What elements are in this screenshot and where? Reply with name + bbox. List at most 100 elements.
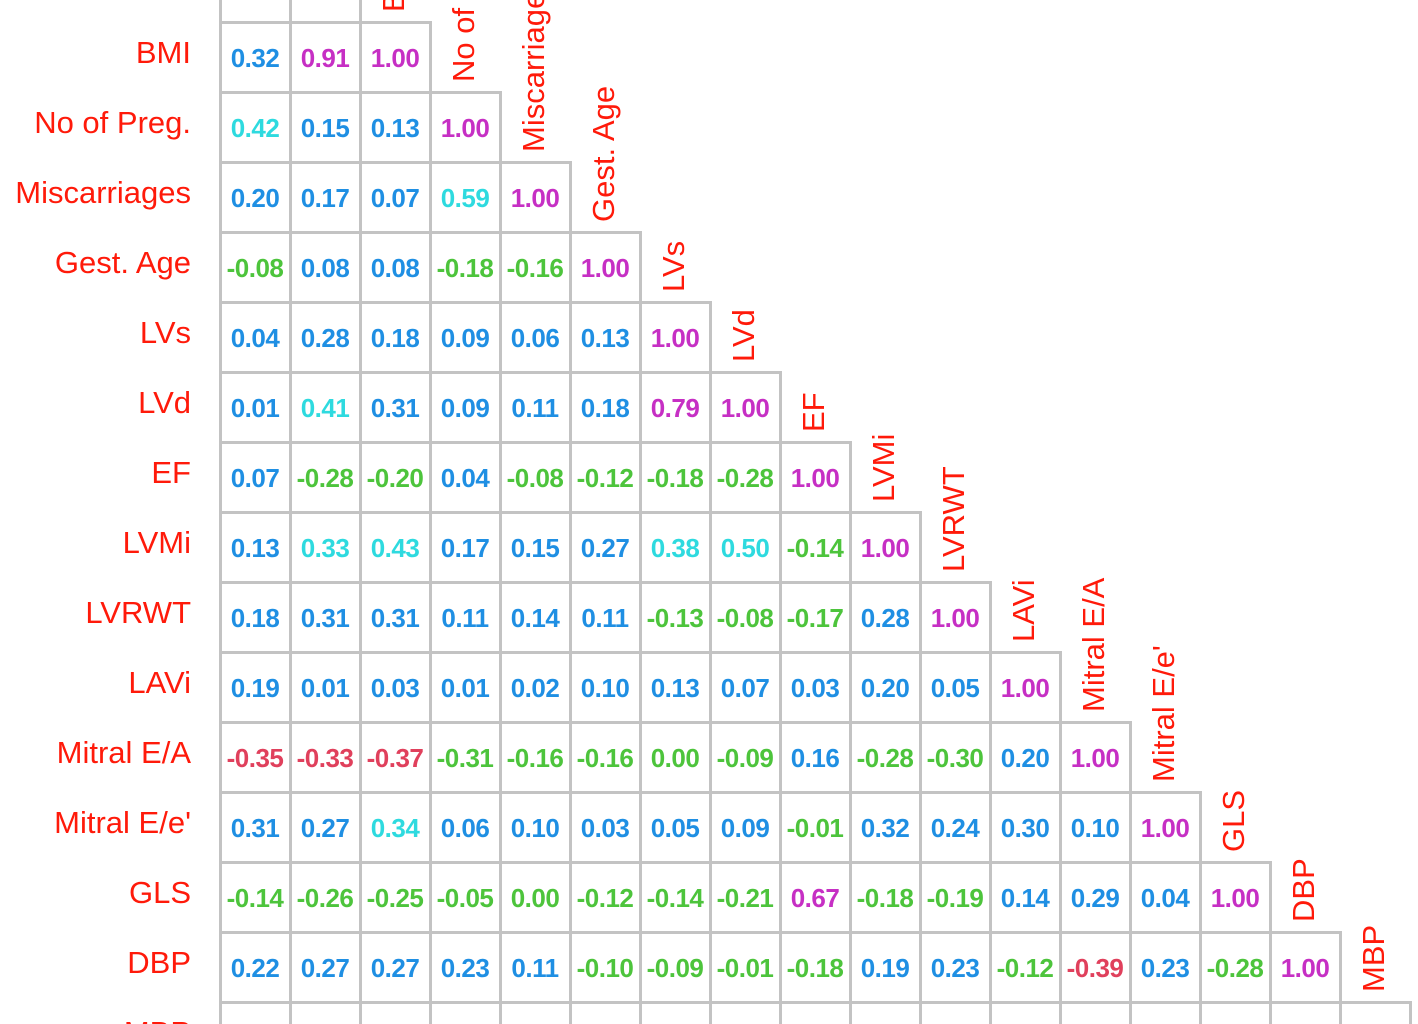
correlation-value: -0.28 — [856, 743, 914, 773]
column-label: GLS — [1216, 789, 1251, 852]
row-label: DBP — [127, 945, 191, 980]
correlation-value: -0.19 — [926, 883, 984, 913]
correlation-value: -0.08 — [716, 603, 774, 633]
correlation-value: 0.42 — [230, 113, 280, 143]
correlation-value: 0.30 — [1000, 813, 1050, 843]
row-label: GLS — [128, 875, 191, 910]
correlation-value: 0.79 — [650, 393, 700, 423]
row-label: No of Preg. — [34, 105, 191, 140]
correlation-value: -0.13 — [646, 603, 704, 633]
correlation-value: 1.00 — [370, 43, 420, 73]
column-label: LVRWT — [936, 466, 971, 572]
correlation-value: 0.15 — [510, 533, 560, 563]
correlation-value: -0.35 — [226, 743, 284, 773]
correlation-value: 0.08 — [370, 253, 420, 283]
correlation-value: 0.04 — [230, 323, 280, 353]
row-label: Mitral E/e' — [54, 805, 191, 840]
correlation-value: -0.17 — [786, 603, 844, 633]
correlation-value: 0.41 — [300, 393, 350, 423]
correlation-value: 0.05 — [650, 813, 700, 843]
row-label: LVd — [138, 385, 191, 420]
correlation-value: -0.20 — [366, 463, 424, 493]
correlation-value: 0.28 — [300, 323, 350, 353]
correlation-value: 0.13 — [230, 533, 280, 563]
column-label: BMI — [376, 0, 412, 12]
correlation-value: 1.00 — [1000, 673, 1050, 703]
correlation-value: 0.31 — [230, 813, 280, 843]
correlation-value: -0.18 — [856, 883, 914, 913]
row-label: Miscarriages — [15, 175, 191, 210]
correlation-value: -0.37 — [366, 743, 424, 773]
correlation-value: 0.18 — [370, 323, 420, 353]
correlation-value: 0.14 — [1000, 883, 1050, 913]
correlation-value: 0.00 — [510, 883, 560, 913]
correlation-value: 0.15 — [300, 113, 350, 143]
correlation-value: -0.28 — [1206, 953, 1264, 983]
correlation-value: 0.11 — [511, 393, 559, 423]
matrix-cell — [988, 1000, 1062, 1024]
correlation-value: 0.23 — [1140, 953, 1190, 983]
correlation-value: -0.08 — [226, 253, 284, 283]
correlation-value: 0.24 — [930, 813, 980, 843]
correlation-value: 1.00 — [1070, 743, 1120, 773]
correlation-value: -0.26 — [296, 883, 354, 913]
matrix-cell — [918, 1000, 992, 1024]
correlation-value: 0.33 — [300, 533, 350, 563]
correlation-value: -0.18 — [786, 953, 844, 983]
correlation-value: 0.59 — [440, 183, 490, 213]
correlation-value: -0.28 — [716, 463, 774, 493]
correlation-value: 0.19 — [230, 673, 280, 703]
correlation-value: 0.28 — [860, 603, 910, 633]
column-label: MBP — [1356, 924, 1391, 992]
correlation-value: -0.25 — [366, 883, 424, 913]
correlation-value: 0.31 — [370, 393, 420, 423]
correlation-value: 0.20 — [860, 673, 910, 703]
correlation-value: 0.27 — [300, 953, 350, 983]
correlation-value: 0.08 — [300, 253, 350, 283]
correlation-value: 1.00 — [860, 533, 910, 563]
correlation-value: 1.00 — [930, 603, 980, 633]
correlation-value: 0.22 — [230, 953, 280, 983]
correlation-value: 1.00 — [1210, 883, 1260, 913]
correlation-value: 0.01 — [230, 393, 280, 423]
correlation-value: 0.09 — [720, 813, 770, 843]
correlation-value: 1.00 — [650, 323, 700, 353]
correlation-value: 0.03 — [580, 813, 630, 843]
correlation-value: -0.10 — [576, 953, 634, 983]
row-label: LVMi — [122, 525, 191, 560]
correlation-value: -0.08 — [506, 463, 564, 493]
correlation-value: 0.20 — [1000, 743, 1050, 773]
correlation-value: -0.14 — [226, 883, 284, 913]
correlation-value: -0.09 — [716, 743, 774, 773]
correlation-value: 1.00 — [720, 393, 770, 423]
column-label: Gest. Age — [586, 85, 621, 222]
correlation-value: -0.12 — [996, 953, 1054, 983]
correlation-value: 0.50 — [720, 533, 770, 563]
column-label: DBP — [1286, 858, 1321, 922]
row-label: LAVi — [128, 665, 191, 700]
correlation-value: 0.19 — [860, 953, 910, 983]
correlation-value: 0.06 — [510, 323, 560, 353]
correlation-value: -0.21 — [716, 883, 774, 913]
matrix-cell — [498, 1000, 572, 1024]
correlation-value: 0.27 — [300, 813, 350, 843]
column-label: No of Preg. — [446, 0, 481, 82]
correlation-value: -0.33 — [296, 743, 354, 773]
column-label: EF — [796, 392, 831, 432]
correlation-value: 0.13 — [580, 323, 630, 353]
matrix-cell — [428, 1000, 502, 1024]
correlation-value: 0.91 — [300, 43, 350, 73]
matrix-cell — [1338, 1000, 1412, 1024]
correlation-value: 0.13 — [650, 673, 700, 703]
matrix-cell — [568, 1000, 642, 1024]
matrix-cell — [1268, 1000, 1342, 1024]
correlation-value: 0.32 — [860, 813, 910, 843]
correlation-value: 0.05 — [930, 673, 980, 703]
correlation-value: 0.10 — [1070, 813, 1120, 843]
correlation-value: -0.31 — [436, 743, 494, 773]
column-label: LAVi — [1006, 579, 1041, 642]
correlation-value: 0.03 — [790, 673, 840, 703]
correlation-value: 0.10 — [510, 813, 560, 843]
correlation-value: 0.16 — [790, 743, 840, 773]
correlation-value: 0.20 — [230, 183, 280, 213]
